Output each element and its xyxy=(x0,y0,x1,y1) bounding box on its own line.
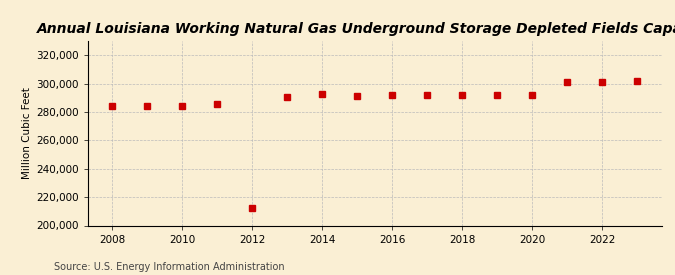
Title: Annual Louisiana Working Natural Gas Underground Storage Depleted Fields Capacit: Annual Louisiana Working Natural Gas Und… xyxy=(37,22,675,36)
Y-axis label: Million Cubic Feet: Million Cubic Feet xyxy=(22,87,32,179)
Text: Source: U.S. Energy Information Administration: Source: U.S. Energy Information Administ… xyxy=(54,262,285,272)
